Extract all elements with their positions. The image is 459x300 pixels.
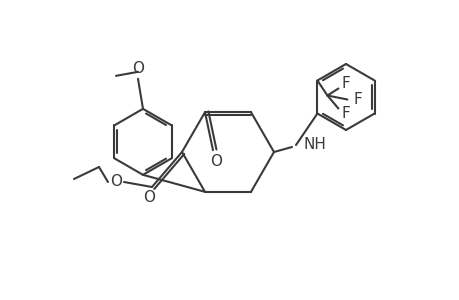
Text: O: O — [132, 61, 144, 76]
Text: O: O — [110, 175, 122, 190]
Text: O: O — [143, 190, 155, 206]
Text: F: F — [340, 106, 349, 121]
Text: F: F — [352, 92, 361, 107]
Text: O: O — [210, 154, 222, 169]
Text: F: F — [340, 76, 349, 91]
Text: NH: NH — [303, 136, 326, 152]
